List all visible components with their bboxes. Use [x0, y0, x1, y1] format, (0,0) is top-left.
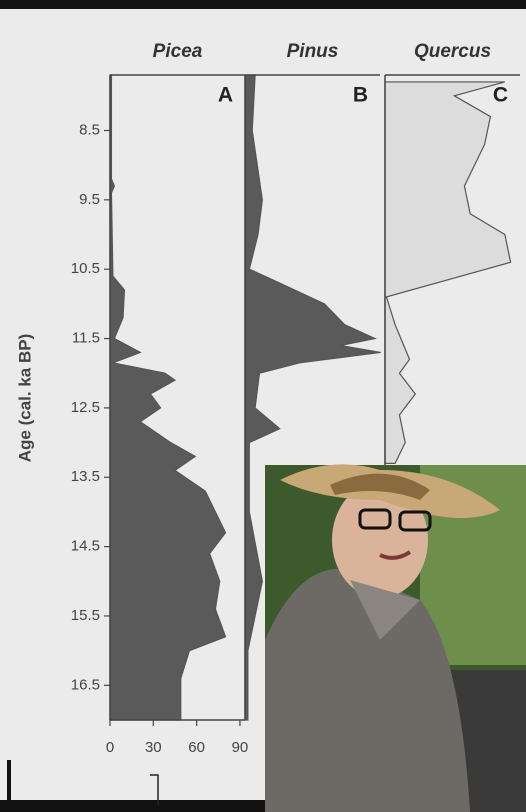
y-tick-label: 9.5 — [79, 191, 100, 208]
panel-title: Pinus — [287, 41, 339, 62]
y-tick-label: 13.5 — [71, 468, 100, 485]
y-tick-label: 8.5 — [79, 121, 100, 138]
y-tick-label: 16.5 — [71, 676, 100, 693]
y-tick-label: 15.5 — [71, 607, 100, 624]
x-tick-label: 90 — [232, 739, 249, 756]
panel-title: Picea — [153, 41, 203, 62]
chart: Age (cal. ka BP) Picea A Pinus B Quercus C 8.5… — [0, 0, 526, 812]
y-axis-label: Age (cal. ka BP) — [15, 334, 34, 463]
y-tick-label: 14.5 — [71, 538, 100, 555]
y-tick-label: 10.5 — [71, 260, 100, 277]
photo — [265, 464, 526, 812]
panel-letter: A — [218, 84, 233, 107]
x-tick-label: 60 — [188, 739, 205, 756]
x-tick-label: 30 — [145, 739, 162, 756]
panel-letter: B — [353, 84, 368, 107]
y-tick-label: 11.5 — [72, 330, 100, 347]
panel-title: Quercus — [414, 41, 491, 62]
top-border — [0, 0, 526, 9]
left-bracket — [7, 760, 11, 805]
x-tick-label: 0 — [106, 739, 114, 756]
panel-letter: C — [493, 84, 508, 107]
y-tick-label: 12.5 — [71, 399, 100, 416]
